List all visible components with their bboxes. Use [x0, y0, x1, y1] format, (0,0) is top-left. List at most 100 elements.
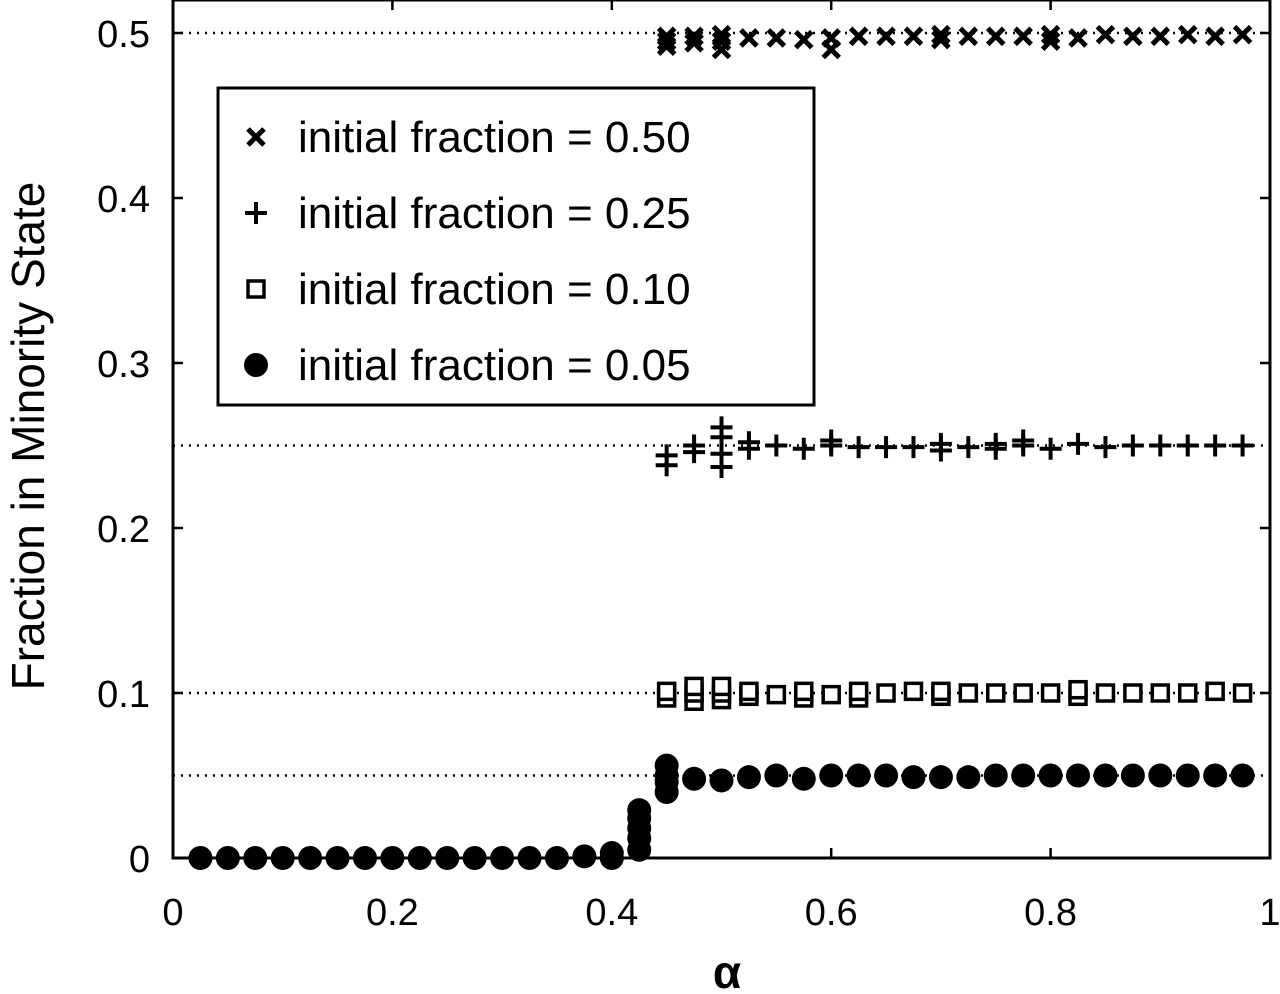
- y-axis-label: Fraction in Minority State: [2, 182, 54, 691]
- series-3-point-40: [1066, 763, 1091, 788]
- series-0-point-0: [656, 31, 677, 52]
- y-tick-label-3: 0.3: [97, 344, 150, 386]
- series-2-point-17: [903, 681, 924, 702]
- series-1-point-19: [957, 436, 980, 459]
- series-2-point-12: [794, 681, 814, 702]
- series-0-point-2: [656, 26, 677, 47]
- series-2-point-27: [1123, 683, 1143, 703]
- series-3-point-29: [764, 763, 789, 788]
- series-1-point-31: [1231, 434, 1254, 457]
- series-2-point-15: [848, 681, 869, 702]
- series-1-point-1: [655, 444, 678, 467]
- series-0-point-7: [711, 24, 732, 45]
- legend-box: [216, 86, 816, 407]
- series-2-point-21: [986, 683, 1006, 703]
- series-2-point-28: [1150, 683, 1171, 703]
- plot-frame: [171, 0, 1272, 860]
- legend: initial fraction = 0.50 initial fraction …: [216, 86, 816, 407]
- series-1-point-13: [820, 429, 843, 452]
- series-1-point-23: [1012, 429, 1035, 452]
- series-3-point-14: [572, 844, 597, 869]
- series-0-point-8: [739, 28, 759, 48]
- series-1-point-27: [1121, 434, 1144, 457]
- series-0: [656, 24, 1253, 60]
- series-3-point-26: [682, 766, 707, 791]
- series-0-point-26: [1150, 26, 1171, 47]
- series-3-point-39: [1038, 763, 1063, 788]
- series-1-point-25: [1067, 432, 1090, 455]
- series-2-point-1: [656, 681, 677, 702]
- series-0-point-16: [931, 29, 951, 50]
- y-tick-label-5: 0.5: [97, 14, 150, 56]
- series-0-point-15: [903, 26, 924, 47]
- x-tick-label-1: 0.2: [366, 892, 419, 934]
- series-0-point-19: [985, 26, 1006, 47]
- series-1-point-18: [929, 432, 952, 455]
- series-0-point-27: [1177, 24, 1198, 45]
- series-2-point-20: [958, 683, 979, 703]
- series-3-point-38: [1011, 763, 1036, 788]
- series-3-point-30: [791, 766, 816, 791]
- series-0-point-13: [848, 26, 869, 47]
- series-3-point-25: [654, 753, 679, 778]
- legend-marker-1: [245, 202, 267, 224]
- x-tick-label-3: 0.6: [805, 892, 858, 934]
- series-3-point-36: [956, 765, 981, 790]
- series-2-point-19: [931, 681, 951, 702]
- series-3-point-21: [627, 798, 652, 823]
- legend-marker-3: [244, 353, 268, 377]
- series-0-point-20: [1013, 26, 1033, 47]
- legend-label-0: initial fraction = 0.50: [298, 113, 691, 162]
- series-3-point-27: [709, 768, 734, 793]
- series-1-point-16: [902, 436, 925, 459]
- series-3-point-35: [928, 765, 953, 790]
- x-tick-label-5: 1: [1259, 892, 1280, 934]
- tick-labels: 0 0.2 0.4 0.6 0.8 1 0 0.1 0.2 0.3 0.4 0.5: [97, 14, 1280, 934]
- series-1-point-15: [875, 436, 898, 459]
- series-1-point-30: [1204, 434, 1227, 457]
- series-3-point-34: [901, 765, 926, 790]
- series-1: [655, 416, 1254, 478]
- axis-ticks: [171, 0, 1272, 860]
- series-3-point-44: [1175, 763, 1200, 788]
- series-0-point-3: [684, 33, 704, 53]
- series-1-point-26: [1094, 436, 1117, 459]
- y-tick-label-4: 0.4: [97, 179, 150, 221]
- series-2-point-30: [1205, 681, 1225, 702]
- series-0-point-24: [1095, 24, 1116, 45]
- series-3-point-43: [1148, 763, 1173, 788]
- series-0-point-10: [794, 29, 814, 50]
- series-0-point-29: [1232, 24, 1253, 45]
- series-3-point-42: [1120, 763, 1145, 788]
- series-2-point-16: [876, 683, 896, 703]
- series-0-point-25: [1123, 26, 1143, 47]
- series-3-point-28: [736, 765, 761, 790]
- series-0-point-21: [1040, 31, 1061, 52]
- series-3-point-32: [846, 763, 871, 788]
- series-0-point-6: [711, 31, 732, 52]
- series-1-point-10: [765, 434, 788, 457]
- series-0-point-12: [821, 28, 841, 48]
- legend-label-1: initial fraction = 0.25: [298, 189, 691, 238]
- legend-marker-2: [246, 279, 266, 299]
- series-2-point-26: [1095, 683, 1116, 703]
- legend-label-3: initial fraction = 0.05: [298, 341, 691, 390]
- series-0-point-28: [1205, 26, 1225, 47]
- series-1-point-24: [1039, 437, 1062, 460]
- series-2-point-31: [1232, 683, 1253, 703]
- y-tick-label-1: 0.1: [97, 674, 150, 716]
- series-0-point-14: [876, 26, 896, 47]
- series-1-point-9: [737, 431, 760, 454]
- series-3-point-46: [1230, 763, 1255, 788]
- series-1-point-21: [984, 432, 1007, 455]
- series-2-point-29: [1177, 683, 1198, 703]
- series-1-point-3: [683, 434, 706, 457]
- y-tick-label-0: 0: [129, 839, 150, 881]
- series-0-point-18: [958, 26, 979, 47]
- series-2-point-7: [711, 676, 732, 697]
- series-0-point-17: [931, 24, 951, 45]
- series-1-point-14: [847, 436, 870, 459]
- series-0-point-23: [1068, 28, 1088, 48]
- series-2-point-9: [739, 681, 759, 702]
